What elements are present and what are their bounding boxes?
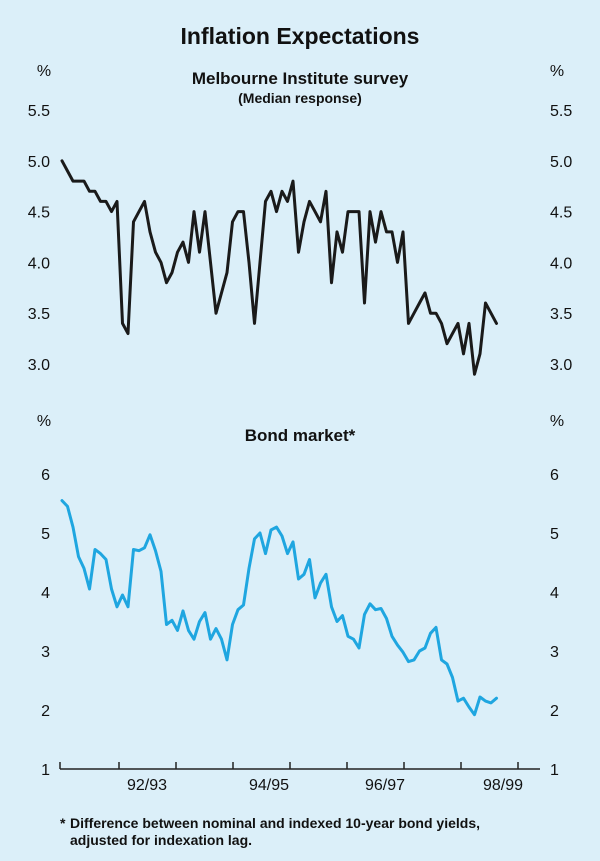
- melbourne-unit-label-right: %: [550, 63, 564, 80]
- bond-ytick-left: 2: [41, 703, 50, 720]
- chart-title: Inflation Expectations: [181, 23, 420, 49]
- bond-ytick-left: 5: [41, 526, 50, 543]
- melbourne-panel-title: Melbourne Institute survey: [192, 69, 409, 88]
- x-tick-label: 94/95: [249, 777, 289, 794]
- bond-ytick-right: 4: [550, 585, 559, 602]
- chart-marks: 5.5 5.5 5.0 5.0 4.5 4.5 4.0 4.0 3.5 3.5 3.0 3.0 6 6 5 5…: [28, 103, 573, 794]
- melbourne-ytick-right: 5.5: [550, 103, 572, 120]
- melbourne-unit-label-left: %: [37, 63, 51, 80]
- melbourne-ytick-left: 3.0: [28, 357, 50, 374]
- bond-unit-label-left: %: [37, 413, 51, 430]
- melbourne-ytick-left: 5.5: [28, 103, 50, 120]
- bond-panel-title: Bond market*: [245, 426, 356, 445]
- bond-series-line: [60, 499, 498, 717]
- x-tick-label: 96/97: [365, 777, 405, 794]
- melbourne-ytick-right: 3.0: [550, 357, 572, 374]
- melbourne-ytick-left: 3.5: [28, 306, 50, 323]
- bond-ytick-right: 1: [550, 762, 559, 779]
- melbourne-ytick-left: 4.0: [28, 255, 50, 272]
- bond-ytick-right: 6: [550, 467, 559, 484]
- melbourne-panel-subtitle: (Median response): [238, 90, 362, 106]
- bond-ytick-left: 1: [41, 762, 50, 779]
- bond-ytick-left: 6: [41, 467, 50, 484]
- bond-ytick-left: 4: [41, 585, 50, 602]
- melbourne-series-line: [60, 159, 498, 376]
- melbourne-ytick-right: 5.0: [550, 154, 572, 171]
- footnote: * Difference between nominal and indexed …: [60, 815, 580, 849]
- bond-ytick-right: 2: [550, 703, 559, 720]
- melbourne-ytick-right: 4.5: [550, 205, 572, 222]
- x-tick-label: 98/99: [483, 777, 523, 794]
- melbourne-ytick-left: 5.0: [28, 154, 50, 171]
- bond-unit-label-right: %: [550, 413, 564, 430]
- footnote-marker: *: [60, 815, 66, 831]
- bond-ytick-left: 3: [41, 644, 50, 661]
- bond-ytick-right: 5: [550, 526, 559, 543]
- melbourne-ytick-right: 3.5: [550, 306, 572, 323]
- melbourne-ytick-left: 4.5: [28, 205, 50, 222]
- x-tick-label: 92/93: [127, 777, 167, 794]
- footnote-line-2: adjusted for indexation lag.: [70, 832, 253, 848]
- footnote-line-1: Difference between nominal and indexed 1…: [70, 815, 480, 831]
- bond-ytick-right: 3: [550, 644, 559, 661]
- melbourne-ytick-right: 4.0: [550, 255, 572, 272]
